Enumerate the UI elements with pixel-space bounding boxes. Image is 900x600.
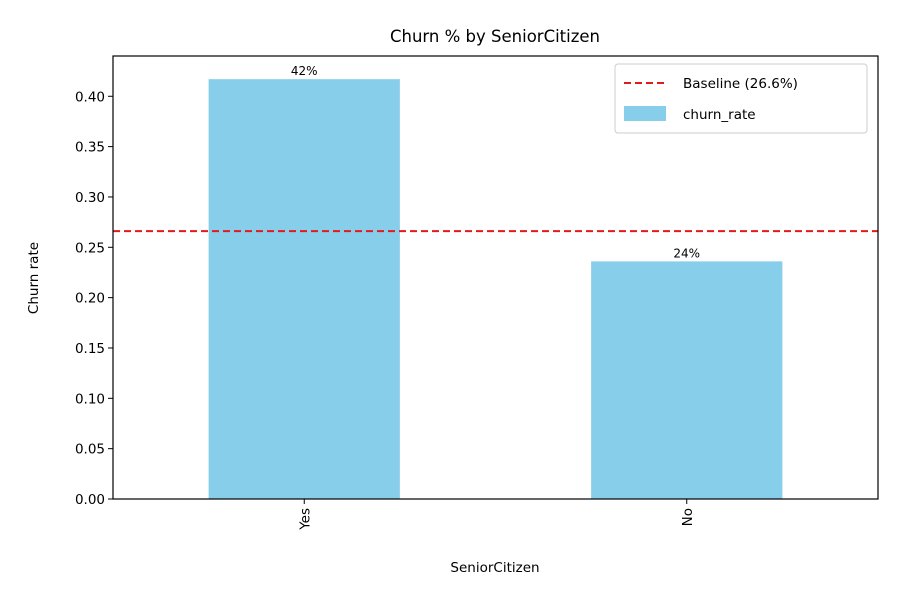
y-tick-label: 0.10	[75, 391, 105, 407]
y-tick-label: 0.20	[75, 291, 105, 307]
y-tick-label: 0.05	[75, 442, 105, 458]
legend-baseline-label: Baseline (26.6%)	[683, 76, 798, 92]
y-tick-label: 0.40	[75, 89, 105, 105]
legend: Baseline (26.6%) churn_rate	[614, 63, 868, 134]
y-tick-label: 0.35	[75, 140, 105, 156]
x-axis: Yes No	[297, 499, 696, 531]
legend-box	[614, 63, 868, 134]
plot-frame	[112, 55, 879, 500]
x-axis-label: SeniorCitizen	[450, 560, 539, 576]
legend-churn-rate-label: churn_rate	[683, 107, 756, 123]
y-axis: 0.00 0.05 0.10 0.15 0.20 0.25 0.30 0.35 0.40	[75, 89, 113, 508]
data-label-no: 24%	[673, 246, 700, 260]
y-axis-label: Churn rate	[26, 242, 42, 314]
bar-no	[591, 261, 783, 499]
legend-churn-rate-swatch	[624, 106, 666, 121]
bars-layer	[208, 79, 783, 500]
y-tick-label: 0.00	[75, 492, 105, 508]
y-tick-label: 0.25	[75, 240, 105, 256]
chart-title: Churn % by SeniorCitizen	[390, 27, 600, 46]
x-tick-label-no: No	[680, 508, 696, 526]
y-tick-label: 0.30	[75, 190, 105, 206]
data-labels-layer: 42% 24%	[291, 64, 700, 260]
y-tick-label: 0.15	[75, 341, 105, 357]
bar-yes	[208, 79, 400, 500]
data-label-yes: 42%	[291, 64, 318, 78]
x-tick-label-yes: Yes	[297, 508, 313, 531]
